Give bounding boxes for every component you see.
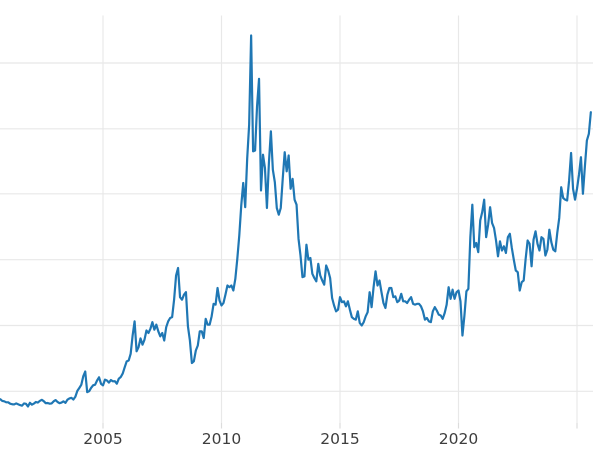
x-tick-label: 2020: [438, 430, 479, 448]
x-tick-label: 2005: [83, 430, 123, 448]
x-tick-label: 2010: [201, 430, 242, 448]
data-series-line: [0, 34, 592, 408]
x-axis-ticks: [102, 423, 578, 429]
vertical-gridlines: [102, 15, 578, 423]
x-tick-label: 2015: [320, 430, 360, 448]
horizontal-gridlines: [0, 62, 593, 392]
